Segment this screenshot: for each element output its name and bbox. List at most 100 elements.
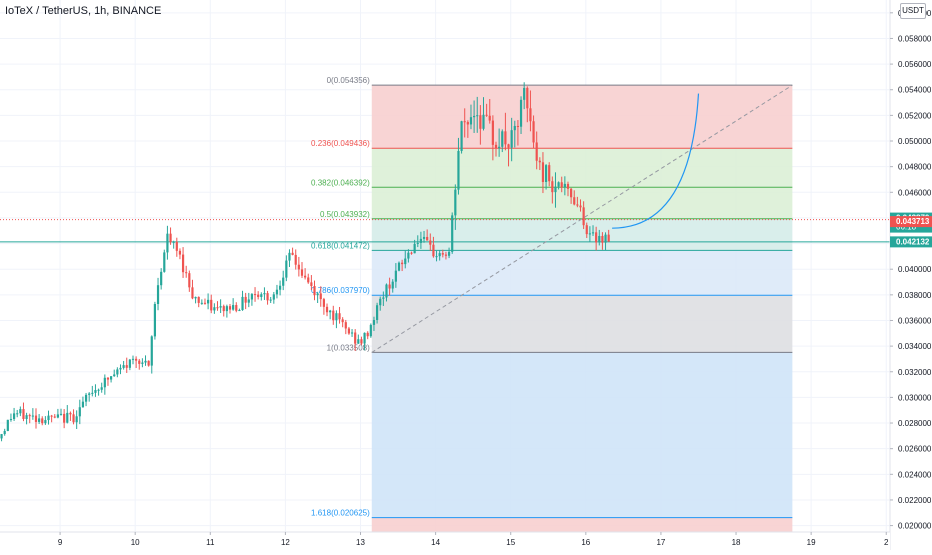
y-tick-label: 0.048000 — [898, 163, 932, 172]
candle-body — [188, 273, 191, 288]
candle-body — [34, 415, 38, 422]
candle-body — [156, 285, 160, 304]
candle-body — [451, 215, 454, 252]
candle-body — [69, 412, 72, 415]
y-tick-label: 0.058000 — [898, 34, 932, 43]
drawings-layer — [371, 84, 793, 353]
candle-body — [297, 264, 300, 270]
candle-body — [394, 270, 397, 282]
candle-body — [366, 332, 369, 337]
fib-level-label: 0.786(0.037970) — [311, 286, 370, 295]
y-tick-label: 0.030000 — [898, 393, 932, 402]
x-tick-label: 2 — [884, 538, 889, 547]
candle-body — [125, 365, 128, 368]
candle-body — [357, 339, 360, 344]
candle-body — [94, 390, 97, 393]
candle-body — [416, 242, 419, 244]
candle-body — [585, 225, 588, 235]
x-tick-label: 9 — [58, 538, 63, 547]
fib-level-label: 0.382(0.046392) — [311, 178, 370, 187]
candle-body — [510, 130, 513, 148]
y-tick-label: 0.036000 — [898, 316, 932, 325]
currency-badge[interactable]: USDT — [900, 3, 926, 19]
candle-body — [307, 277, 310, 283]
y-tick-label: 0.050000 — [898, 137, 932, 146]
candle-body — [582, 207, 585, 226]
candle-body — [319, 293, 322, 300]
candle-body — [548, 165, 551, 182]
candle-body — [22, 409, 25, 419]
y-tick-label: 0.038000 — [898, 291, 932, 300]
candle-body — [435, 256, 438, 258]
candle-body — [0, 434, 3, 439]
price-label-bg — [890, 216, 932, 228]
candle-body — [385, 284, 388, 298]
price-label-value: 0.043713 — [896, 217, 930, 226]
candle-body — [128, 359, 131, 368]
candle-body — [494, 144, 498, 149]
candle-body — [473, 115, 476, 118]
price-label-value: 0.042132 — [896, 237, 930, 246]
candle-body — [172, 241, 175, 243]
y-tick-label: 0.046000 — [898, 188, 932, 197]
candle-body — [44, 420, 47, 424]
candle-body — [347, 328, 351, 334]
candle-body — [457, 150, 460, 190]
candle-body — [526, 87, 529, 109]
candle-body — [310, 282, 313, 287]
candle-body — [63, 413, 66, 423]
candle-body — [266, 293, 269, 301]
candle-body — [97, 389, 100, 391]
candle-body — [25, 415, 28, 419]
candle-body — [153, 303, 157, 337]
fib-levels-layer: 0(0.054356) 0.236(0.049436) 0.382(0.046392… — [311, 76, 793, 519]
candle-body — [454, 189, 457, 216]
x-tick-label: 19 — [807, 538, 816, 547]
candle-body — [532, 121, 535, 143]
candle-body — [444, 254, 448, 256]
x-tick-label: 10 — [131, 538, 140, 547]
candle-body — [122, 365, 125, 368]
candle-body — [278, 285, 282, 290]
fib-level-label: 0.618(0.041472) — [311, 241, 370, 250]
candle-body — [504, 131, 507, 145]
candle-body — [269, 299, 272, 301]
candle-body — [225, 306, 228, 312]
candle-body — [576, 204, 579, 206]
candle-body — [9, 419, 13, 421]
x-tick-label: 14 — [431, 538, 440, 547]
candle-body — [604, 234, 607, 243]
fib-level-label: 1.618(0.020625) — [311, 509, 370, 518]
candle-body — [31, 415, 34, 417]
candle-body — [482, 114, 485, 129]
candle-body — [363, 332, 366, 344]
candle-body — [197, 296, 200, 303]
candle-body — [200, 302, 203, 304]
candle-body — [28, 415, 31, 417]
candle-body — [238, 310, 241, 312]
candle-body — [335, 313, 338, 321]
candle-body — [59, 413, 63, 415]
candle-body — [513, 125, 516, 131]
y-tick-label: 0.032000 — [898, 368, 932, 377]
candle-body — [282, 277, 285, 286]
candle-body — [469, 117, 473, 125]
candle-body — [75, 416, 78, 423]
candle-body — [141, 362, 144, 364]
y-tick-label: 0.054000 — [898, 86, 932, 95]
candle-body — [388, 284, 391, 289]
candle-body — [413, 243, 416, 254]
candle-body — [253, 294, 257, 296]
candle-body — [354, 332, 357, 344]
candle-body — [12, 413, 16, 420]
candle-body — [147, 360, 150, 366]
candle-body — [570, 188, 573, 198]
x-tick-label: 11 — [206, 538, 215, 547]
candle-body — [560, 182, 563, 188]
candle-body — [53, 416, 56, 418]
candle-body — [588, 233, 591, 235]
candle-body — [579, 205, 582, 208]
